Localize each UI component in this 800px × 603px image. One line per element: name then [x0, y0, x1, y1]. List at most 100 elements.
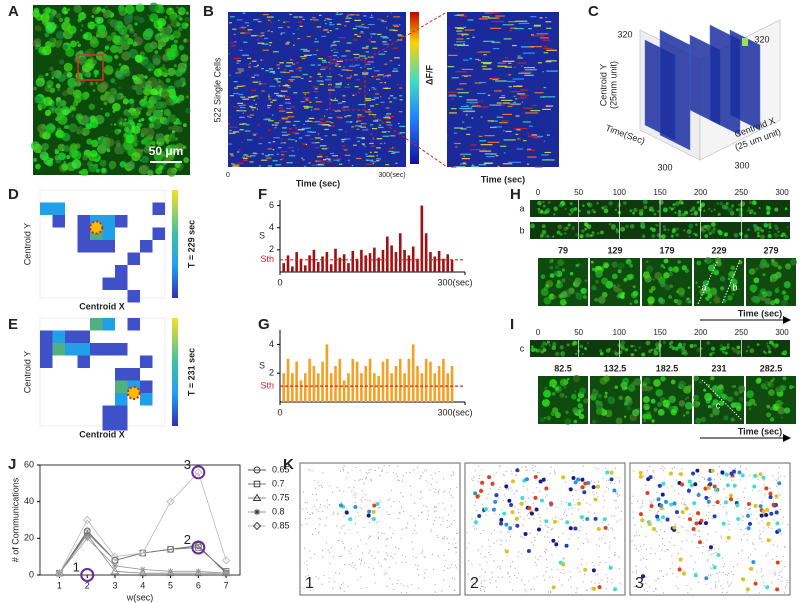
cell [561, 268, 566, 272]
cell [649, 208, 652, 212]
cell [780, 416, 784, 419]
streak [319, 76, 323, 78]
streak [287, 138, 291, 140]
streak [239, 123, 245, 125]
time-label: Time (sec) [738, 308, 782, 318]
y-tick-label: 20 [24, 533, 34, 543]
frame-label: 132.5 [604, 363, 627, 373]
cell-dot [502, 473, 504, 475]
cell [546, 234, 550, 238]
cell-dot [497, 499, 499, 501]
cell-dot [778, 466, 780, 469]
cell [595, 269, 603, 277]
cell-dot [742, 515, 744, 517]
cell [78, 56, 87, 66]
cell-dot [568, 538, 570, 540]
cell [151, 119, 162, 130]
cell [106, 148, 111, 153]
cell [774, 298, 780, 304]
streak [276, 94, 282, 96]
streak [533, 137, 542, 139]
streak [487, 94, 491, 96]
cell [653, 212, 657, 216]
cell-dot [598, 545, 601, 547]
colorbar-label: ΔF/F [424, 65, 434, 85]
cell-dot [681, 525, 683, 527]
streak [281, 157, 285, 160]
cell-dot [374, 469, 376, 472]
cell-dot [598, 564, 600, 566]
active-cell [510, 510, 515, 515]
cell [587, 210, 591, 214]
cell-dot [303, 588, 305, 590]
streak [479, 150, 492, 152]
streak [541, 154, 549, 156]
streak [263, 119, 267, 121]
cell-dot [336, 486, 338, 488]
point [110, 552, 120, 561]
cell-dot [718, 466, 721, 468]
cell-dot [479, 589, 482, 591]
cell-dot [425, 568, 427, 571]
cell [51, 107, 55, 111]
bar [347, 263, 350, 272]
cell-dot [473, 476, 475, 478]
cell-dot [524, 584, 526, 586]
bar [355, 361, 359, 402]
cell-dot [570, 534, 572, 536]
active-cell [608, 565, 613, 570]
cell-dot [639, 507, 641, 509]
y-axis-label: # of Communications [10, 477, 20, 562]
cell-dot [485, 514, 487, 516]
cell [748, 407, 752, 411]
cell [677, 211, 680, 214]
cell-dot [706, 559, 709, 561]
cell-dot [591, 561, 593, 564]
cell-dot [696, 526, 698, 528]
cell [704, 257, 712, 265]
cell [611, 261, 618, 268]
cell-dot [742, 491, 744, 493]
active-cell [510, 479, 515, 484]
cell-dot [504, 482, 506, 484]
active-cell [527, 505, 532, 510]
streak [480, 116, 483, 118]
cell-dot [727, 523, 729, 525]
x-tick-label: 3 [112, 580, 117, 590]
streak [527, 132, 530, 134]
cell-dot [441, 538, 444, 540]
active-cell [558, 560, 563, 565]
cell-dot [500, 544, 502, 546]
cell [727, 271, 735, 278]
streak [387, 76, 390, 78]
streak [482, 16, 490, 18]
cell-dot [547, 526, 549, 528]
point [195, 544, 202, 551]
streak [382, 37, 389, 39]
active-cell [645, 490, 650, 495]
cell-dot [705, 584, 707, 586]
streak [369, 133, 373, 135]
streak [300, 56, 307, 58]
streak [462, 59, 469, 61]
cell-dot [545, 559, 548, 561]
cell-dot [557, 569, 559, 571]
cell-dot [682, 526, 684, 529]
streak [298, 16, 303, 18]
streak [317, 64, 321, 66]
cell [736, 345, 741, 350]
cell [581, 229, 585, 233]
x-tick-label: 250 [735, 328, 749, 337]
streak [325, 22, 327, 25]
streak [316, 26, 322, 28]
streak [500, 120, 509, 122]
cell [564, 208, 567, 211]
streak [267, 104, 272, 107]
streak [291, 76, 298, 78]
cell-dot [653, 590, 655, 593]
cell [543, 297, 552, 305]
bar [386, 358, 389, 402]
cell [616, 283, 621, 288]
cell-dot [715, 586, 717, 588]
cell [693, 394, 700, 401]
